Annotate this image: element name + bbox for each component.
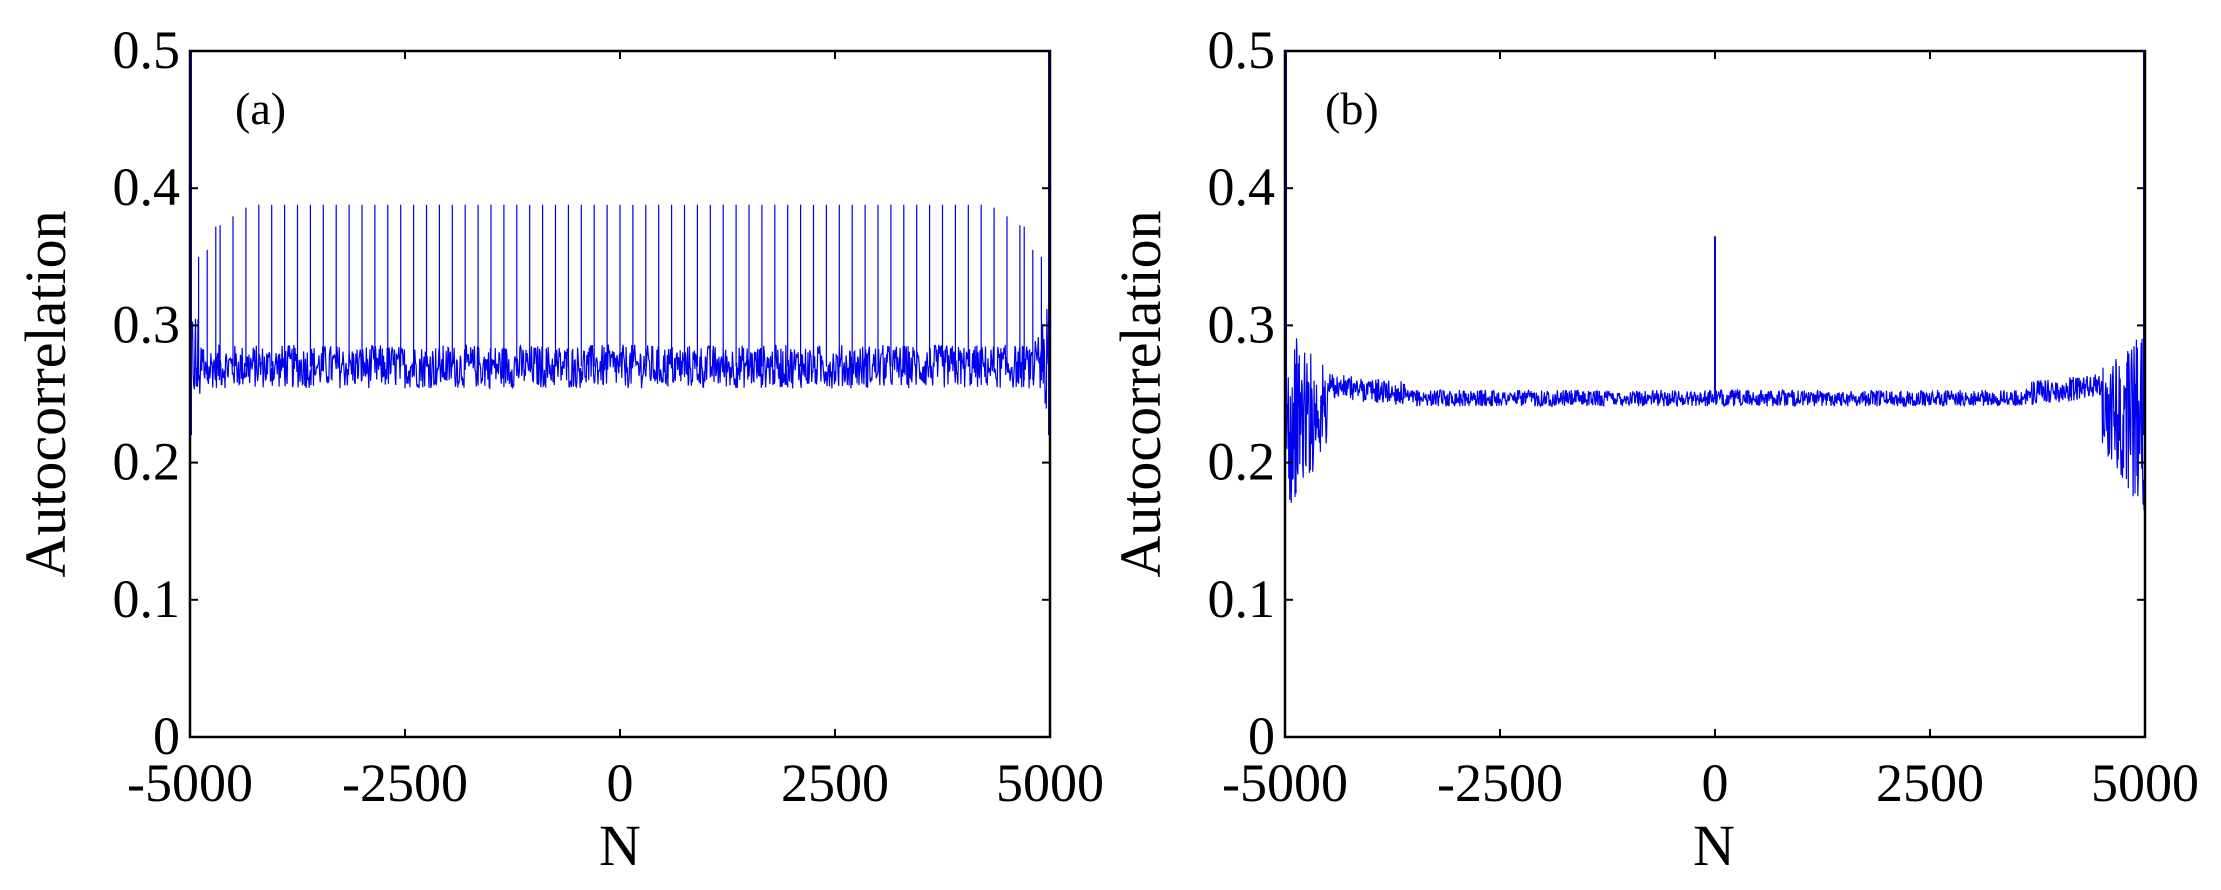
panel-a-ylabel: Autocorrelation: [13, 210, 78, 577]
panel-a-data-layer: [189, 51, 1051, 436]
panel-a-xtick-label: -2500: [342, 753, 468, 813]
panel-b-ticks: -5000 -2500 0 2500 5000 0 0.1 0.2 0.3 0.4 0.5: [1208, 20, 2200, 813]
panel-a-ytick-label: 0: [153, 706, 180, 766]
panel-a-xlabel: N: [599, 813, 641, 878]
panel-b-ytick-label: 0.2: [1208, 432, 1276, 492]
panel-a-signal-trace: [189, 204, 1051, 409]
panel-b-ytick-label: 0.3: [1208, 294, 1276, 354]
panel-a-ytick-label: 0.3: [113, 294, 181, 354]
panel-b-ytick-label: 0.5: [1208, 20, 1276, 80]
panel-a-axes-box: [188, 49, 1052, 739]
panel-b-xtick-label: 0: [1702, 753, 1729, 813]
panel-a-ytick-label: 0.5: [113, 20, 181, 80]
panel-b-xlabel: N: [1693, 813, 1735, 878]
panel-a-ytick-label: 0.1: [113, 569, 181, 629]
panel-b-xtick-label: -5000: [1222, 753, 1348, 813]
panel-a-ticks: -5000 -2500 0 2500 5000 0 0.1 0.2 0.3 0.4 0.5: [113, 20, 1105, 813]
panel-b-ylabel: Autocorrelation: [1108, 210, 1173, 577]
panel-a-xtick-label: 5000: [996, 753, 1104, 813]
panel-a-ytick-label: 0.2: [113, 432, 181, 492]
panel-b-ytick-label: 0: [1248, 706, 1275, 766]
panel-b-ytick-label: 0.4: [1208, 157, 1276, 217]
panel-a-xtick-label: -5000: [127, 753, 253, 813]
panel-b-xtick-label: 5000: [2091, 753, 2199, 813]
panel-a-label: (a): [235, 83, 286, 134]
panel-b-xtick-label: 2500: [1876, 753, 1984, 813]
panel-b-label: (b): [1325, 83, 1379, 134]
panel-a-xtick-label: 2500: [781, 753, 889, 813]
panel-a-xtick-label: 0: [607, 753, 634, 813]
panel-b-ytick-label: 0.1: [1208, 569, 1276, 629]
panel-a-ytick-label: 0.4: [113, 157, 181, 217]
panel-b-data-layer: [1284, 51, 2146, 512]
panel-b-xtick-label: -2500: [1437, 753, 1563, 813]
